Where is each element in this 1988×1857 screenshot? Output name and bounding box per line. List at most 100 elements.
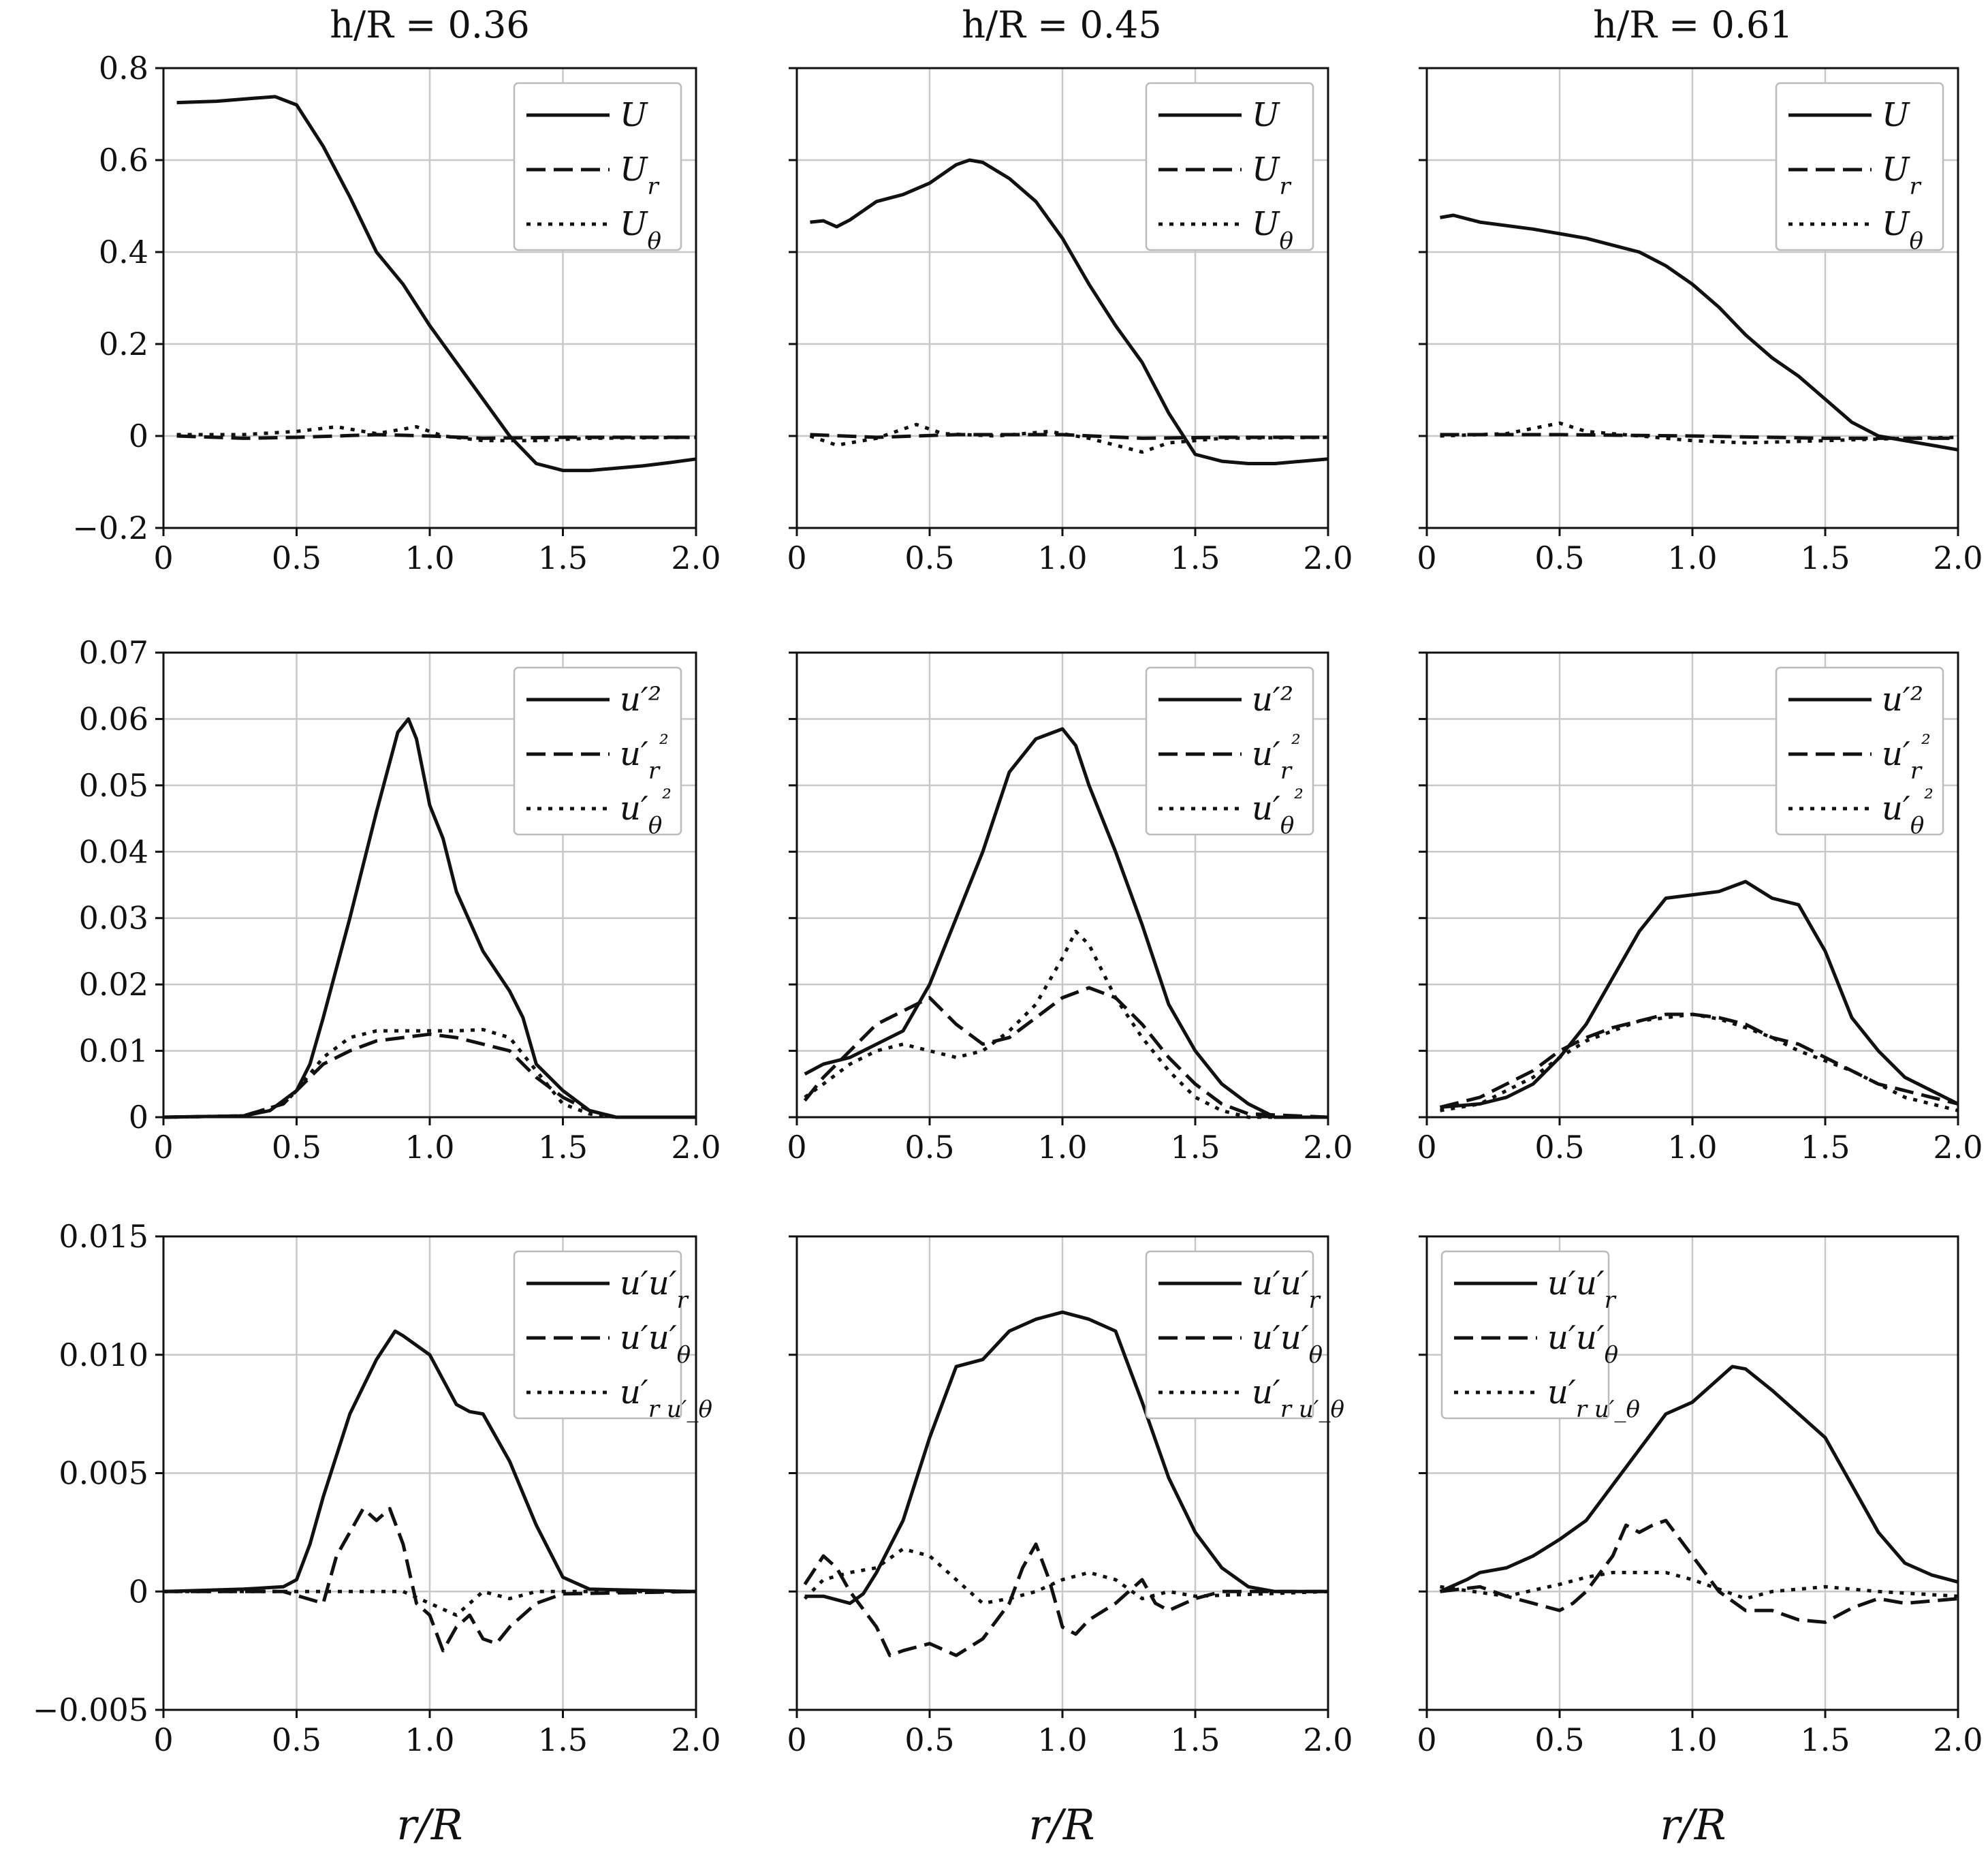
legend-box	[1145, 82, 1314, 251]
column-title-1: h/R = 0.36	[330, 3, 529, 46]
legend-box	[513, 666, 682, 836]
legend-label: Ur	[620, 151, 659, 200]
series-line	[176, 433, 696, 440]
legend-label: u′r u′_θ	[1252, 1373, 1344, 1423]
x-tick-label: 2.0	[671, 1721, 721, 1758]
x-tick-label: 2.0	[671, 1129, 721, 1166]
x-tick-label: 1.5	[538, 1129, 588, 1166]
x-tick-label: 1.5	[1170, 1129, 1220, 1166]
series-line	[803, 1547, 1329, 1606]
series-line	[163, 1027, 696, 1119]
y-tick-label: 0.04	[79, 833, 148, 870]
x-tick-label: 1.5	[1800, 540, 1850, 576]
legend: U Ur Uθ	[513, 82, 682, 255]
x-tick-label: 0	[1417, 1129, 1436, 1166]
plot-frame	[162, 67, 697, 529]
legend-label: u′²	[1882, 681, 1923, 719]
series-line	[163, 717, 696, 1119]
legend-box	[1775, 82, 1944, 251]
legend-box	[1145, 666, 1314, 836]
x-tick-label: 1.0	[1037, 1721, 1087, 1758]
x-tick-label: 1.5	[1800, 1129, 1850, 1166]
x-tick-label: 0.5	[1534, 1129, 1584, 1166]
legend: u′u′ru′u′θu′r u′_θ	[1145, 1250, 1344, 1423]
series-line	[809, 422, 1329, 454]
legend-label: u′θ²	[1252, 785, 1304, 839]
plot-frame	[795, 67, 1329, 529]
panel-r3-c3: 0 0.5 1.0 1.5 2.0 u′u′ru′u′θu′r u′_θ	[1417, 1235, 1983, 1758]
x-tick-label: 1.5	[1170, 540, 1220, 576]
legend-label: Uθ	[620, 205, 661, 255]
x-tick-label: 1.0	[405, 540, 454, 576]
x-tick-label: 2.0	[1933, 1129, 1983, 1166]
panel-r2-c3: 0 0.5 1.0 1.5 2.0 u′² u′r²u′θ²	[1417, 651, 1983, 1166]
y-tick-label: 0.05	[79, 767, 148, 804]
legend: u′² u′r²u′θ²	[513, 666, 682, 839]
x-tick-label: 2.0	[1303, 1129, 1353, 1166]
legend-label: u′u′r	[1252, 1264, 1321, 1314]
series-line	[1440, 213, 1959, 452]
y-tick-label: 0.2	[99, 326, 148, 362]
series-line	[1440, 879, 1959, 1109]
x-tick-label: 1.0	[1037, 1129, 1087, 1166]
plot-frame	[1425, 651, 1959, 1119]
legend-label: u′u′r	[1547, 1264, 1617, 1314]
legend-label: u′r u′_θ	[620, 1373, 712, 1423]
legend-label: u′u′r	[620, 1264, 689, 1314]
legend-label: Ur	[1882, 151, 1921, 200]
panel-r2-c2: 0 0.5 1.0 1.5 2.0 u′² u′r²u′θ²	[787, 651, 1353, 1166]
plot-frame	[162, 651, 697, 1119]
x-tick-label: 0.5	[272, 1129, 321, 1166]
x-tick-label: 1.5	[1170, 1721, 1220, 1758]
series-line	[163, 1507, 697, 1653]
x-tick-label: 2.0	[671, 540, 721, 576]
series-line	[804, 727, 1328, 1119]
legend-label: u′²	[620, 681, 661, 719]
x-tick-label: 1.0	[405, 1721, 454, 1758]
series-line	[810, 158, 1329, 465]
x-tick-label: 0	[153, 1721, 173, 1758]
legend: U Ur Uθ	[1145, 82, 1314, 255]
plot-frame	[1425, 1235, 1959, 1711]
x-tick-label: 1.5	[538, 1721, 588, 1758]
column-title-2: h/R = 0.45	[962, 3, 1161, 46]
x-tick-label: 0	[1417, 1721, 1436, 1758]
column-title-3: h/R = 0.61	[1593, 3, 1793, 46]
x-axis-label-2: r/R	[1028, 1800, 1094, 1850]
x-tick-label: 0.5	[904, 1129, 954, 1166]
x-tick-label: 0	[787, 540, 806, 576]
legend-label: u′u′θ	[620, 1319, 691, 1369]
plot-frame	[1425, 67, 1959, 529]
series-line	[176, 425, 697, 443]
legend: u′u′ru′u′θu′r u′_θ	[513, 1250, 712, 1423]
series-line	[163, 1589, 696, 1617]
y-tick-label: 0	[129, 1099, 148, 1136]
panel-r2-c1: 0 0.5 1.0 1.5 2.0 0 0.01 0.02 0.03 0.04 0.05 0.06 0.…	[79, 634, 721, 1166]
y-tick-label: −0.2	[72, 510, 148, 546]
x-tick-label: 1.5	[1800, 1721, 1850, 1758]
y-tick-label: 0.005	[59, 1455, 148, 1492]
x-tick-label: 1.0	[405, 1129, 454, 1166]
x-tick-label: 1.0	[1667, 1721, 1717, 1758]
series-line	[163, 1329, 697, 1593]
series-line	[176, 95, 697, 473]
y-tick-label: −0.005	[33, 1691, 148, 1728]
legend-box	[1775, 666, 1944, 836]
plot-frame	[795, 1235, 1329, 1711]
legend-label: u′r u′_θ	[1547, 1373, 1640, 1423]
panel-r3-c2: 0 0.5 1.0 1.5 2.0 u′u′ru′u′θu′r u′_θ	[787, 1235, 1353, 1758]
y-tick-label: 0	[129, 418, 148, 454]
legend-label: u′r²	[620, 730, 669, 785]
x-tick-label: 0.5	[1534, 1721, 1584, 1758]
legend: u′² u′r²u′θ²	[1775, 666, 1944, 839]
legend-box	[513, 1250, 682, 1420]
series-line	[804, 1310, 1328, 1606]
y-tick-label: 0.010	[59, 1337, 148, 1373]
panel-r1-c2: 0 0.5 1.0 1.5 2.0 U Ur Uθ	[787, 67, 1353, 576]
x-tick-label: 0.5	[272, 1721, 321, 1758]
legend-label: u′²	[1252, 681, 1293, 719]
legend-label: U	[1252, 96, 1280, 134]
series-line	[804, 929, 1328, 1119]
